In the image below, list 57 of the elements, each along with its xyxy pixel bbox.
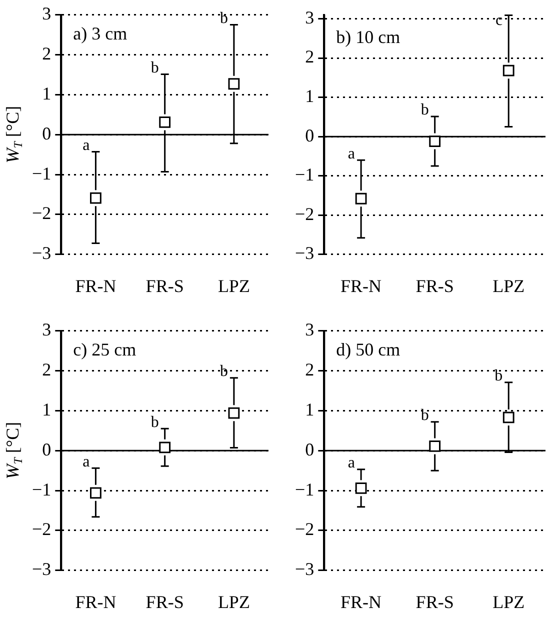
annotation: a (348, 145, 356, 162)
y-tick-label: 1 (305, 399, 314, 420)
y-tick-label: −1 (32, 163, 52, 184)
annotation: b (150, 414, 159, 431)
annotation: a (82, 136, 90, 154)
y-tick-label: 3 (305, 7, 314, 28)
x-tick-label: FR-S (416, 592, 454, 612)
text: a) 3 cm (73, 24, 128, 44)
y-tick-label: 3 (305, 320, 314, 340)
y-tick-label: 2 (305, 46, 314, 67)
annotation: a (348, 454, 356, 472)
y-tick-label: 2 (42, 359, 52, 380)
x-tick-label: LPZ (492, 592, 525, 612)
y-tick-label: 1 (42, 83, 52, 104)
y-tick-label: 2 (305, 359, 314, 380)
y-tick-label: −1 (294, 479, 314, 500)
y-tick-label: 0 (42, 439, 52, 460)
annotation: a (82, 453, 90, 470)
y-tick-label: −2 (294, 204, 314, 224)
annotation: b (150, 60, 159, 77)
x-tick-label: FR-S (146, 592, 184, 612)
y-tick-label: −3 (294, 559, 314, 580)
y-tick-label: 0 (42, 123, 52, 144)
x-tick-label: FR-N (75, 276, 116, 296)
text: c) 25 cm (73, 340, 136, 360)
y-tick-label: −1 (32, 479, 52, 500)
y-tick-label: 3 (42, 4, 52, 24)
x-tick-label: FR-N (75, 592, 116, 612)
x-tick-label: FR-N (340, 592, 382, 612)
annotation: b (494, 368, 503, 385)
y-tick-label: 2 (42, 43, 52, 64)
y-tick-label: −3 (32, 559, 52, 580)
y-tick-label: −2 (32, 203, 52, 224)
x-tick-label: FR-S (416, 276, 454, 296)
y-tick-label: 1 (305, 86, 314, 106)
y-tick-label: −3 (294, 243, 314, 264)
x-tick-label: LPZ (218, 276, 250, 296)
y-tick-label: 3 (42, 320, 52, 340)
y-tick-label: 0 (305, 439, 314, 460)
x-tick-label: LPZ (218, 592, 250, 612)
annotation: b (220, 363, 228, 380)
y-tick-label: −1 (294, 164, 314, 185)
y-tick-label: 1 (42, 399, 52, 420)
text: d) 50 cm (336, 340, 400, 360)
y-tick-label: −2 (32, 519, 52, 540)
annotation: b (420, 102, 429, 119)
x-tick-label: FR-N (340, 276, 382, 296)
x-tick-label: LPZ (492, 276, 525, 296)
annotation: b (220, 10, 228, 27)
y-tick-label: −2 (294, 519, 314, 540)
y-tick-label: −3 (32, 243, 52, 264)
y-axis-title: WT [°C] (2, 106, 26, 164)
text: b) 10 cm (336, 27, 400, 48)
y-tick-label: 0 (305, 125, 314, 146)
x-tick-label: FR-S (146, 276, 184, 296)
annotation: c (496, 12, 503, 29)
y-axis-title: WT [°C] (2, 422, 26, 480)
